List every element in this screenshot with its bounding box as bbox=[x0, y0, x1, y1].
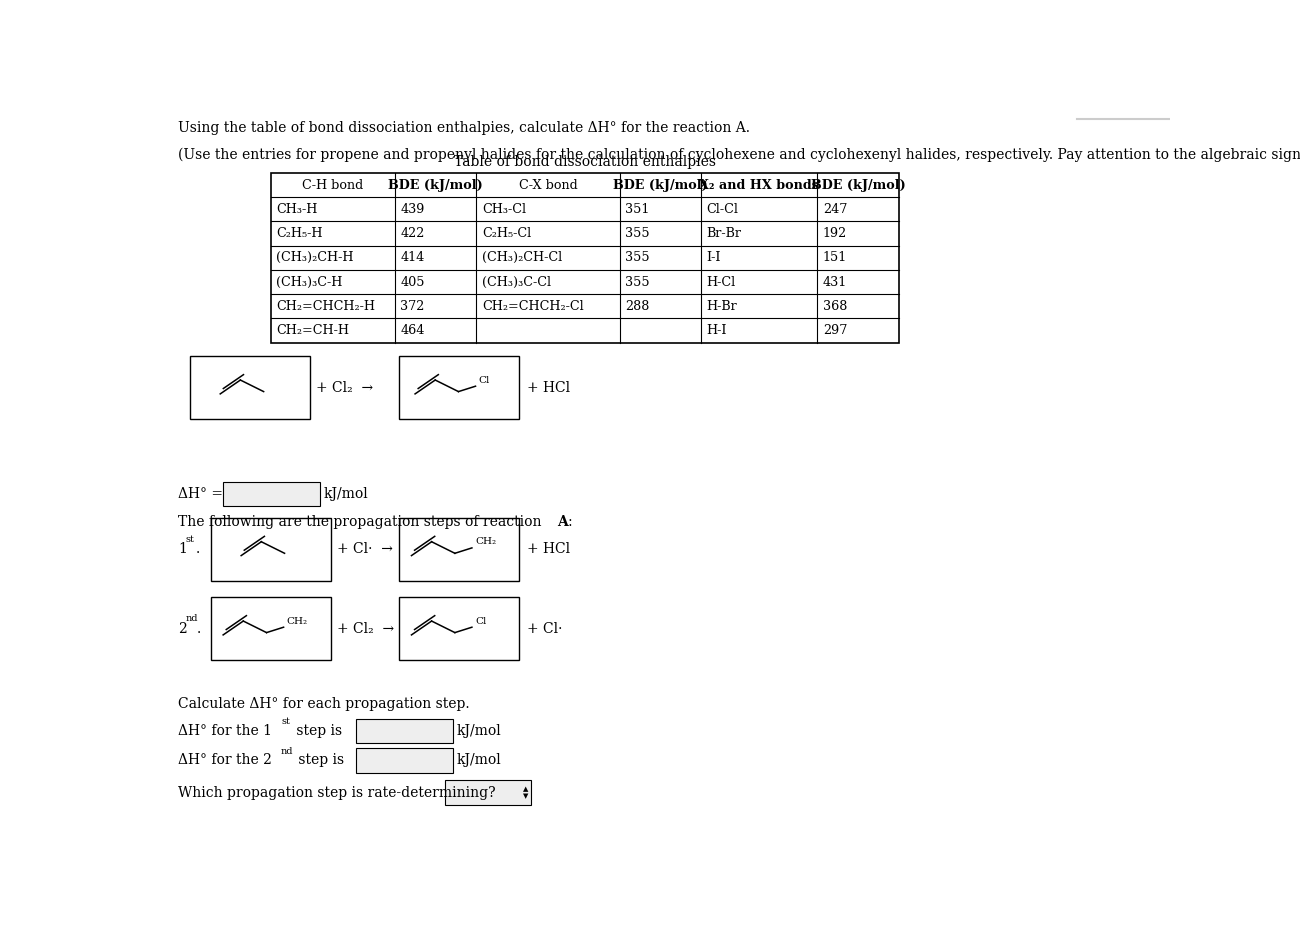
Bar bbox=[211, 517, 330, 581]
Text: H-Cl: H-Cl bbox=[707, 276, 736, 289]
Text: Br-Br: Br-Br bbox=[707, 227, 741, 240]
Text: C-X bond: C-X bond bbox=[519, 178, 577, 191]
Text: (CH₃)₃C-Cl: (CH₃)₃C-Cl bbox=[482, 276, 551, 289]
Text: 297: 297 bbox=[823, 324, 848, 337]
Bar bbox=[270, 173, 898, 343]
Text: CH₂=CHCH₂-H: CH₂=CHCH₂-H bbox=[277, 300, 376, 313]
Text: BDE (kJ/mol): BDE (kJ/mol) bbox=[811, 178, 905, 191]
Text: C₂H₅-Cl: C₂H₅-Cl bbox=[482, 227, 530, 240]
Bar bbox=[211, 597, 330, 660]
Text: (CH₃)₂CH-Cl: (CH₃)₂CH-Cl bbox=[482, 251, 562, 264]
Bar bbox=[399, 356, 519, 419]
Text: + HCl: + HCl bbox=[526, 381, 569, 395]
Text: nd: nd bbox=[281, 746, 294, 756]
Text: step is: step is bbox=[292, 724, 342, 738]
Text: 151: 151 bbox=[823, 251, 848, 264]
Text: X₂ and HX bonds: X₂ and HX bonds bbox=[699, 178, 819, 191]
Text: 439: 439 bbox=[400, 203, 425, 216]
Bar bbox=[356, 719, 454, 743]
Text: 355: 355 bbox=[625, 251, 650, 264]
Text: st: st bbox=[186, 535, 195, 544]
Bar bbox=[190, 356, 309, 419]
Text: 368: 368 bbox=[823, 300, 848, 313]
Text: Cl-Cl: Cl-Cl bbox=[707, 203, 738, 216]
Text: ΔH° for the 1: ΔH° for the 1 bbox=[178, 724, 272, 738]
Bar bbox=[399, 597, 519, 660]
Text: ΔH° =: ΔH° = bbox=[178, 487, 224, 501]
Text: 405: 405 bbox=[400, 276, 425, 289]
Text: kJ/mol: kJ/mol bbox=[458, 724, 502, 738]
Text: Table of bond dissociation enthalpies: Table of bond dissociation enthalpies bbox=[454, 155, 716, 169]
Text: BDE (kJ/mol): BDE (kJ/mol) bbox=[614, 178, 707, 191]
Text: BDE (kJ/mol): BDE (kJ/mol) bbox=[389, 178, 484, 191]
Text: 372: 372 bbox=[400, 300, 425, 313]
Text: + Cl·: + Cl· bbox=[526, 622, 562, 636]
Text: :: : bbox=[568, 515, 572, 529]
Text: CH₂: CH₂ bbox=[474, 537, 497, 546]
Text: .: . bbox=[196, 622, 200, 636]
Text: + HCl: + HCl bbox=[526, 543, 569, 557]
Text: + Cl₂  →: + Cl₂ → bbox=[337, 622, 394, 636]
Text: 1: 1 bbox=[178, 543, 187, 557]
Text: .: . bbox=[196, 543, 200, 557]
Text: 2: 2 bbox=[178, 622, 187, 636]
Text: I-I: I-I bbox=[707, 251, 722, 264]
Text: kJ/mol: kJ/mol bbox=[324, 487, 368, 501]
Text: ΔH° for the 2: ΔH° for the 2 bbox=[178, 754, 272, 768]
Text: CH₃-H: CH₃-H bbox=[277, 203, 317, 216]
Text: Cl: Cl bbox=[474, 616, 486, 626]
Text: CH₂=CH-H: CH₂=CH-H bbox=[277, 324, 350, 337]
Text: Which propagation step is rate-determining?: Which propagation step is rate-determini… bbox=[178, 785, 495, 800]
Text: ▼: ▼ bbox=[523, 794, 528, 800]
Text: kJ/mol: kJ/mol bbox=[458, 754, 502, 768]
Bar bbox=[399, 517, 519, 581]
Text: (Use the entries for propene and propenyl halides for the calculation of cyclohe: (Use the entries for propene and propeny… bbox=[178, 148, 1300, 162]
Text: Using the table of bond dissociation enthalpies, calculate ΔH° for the reaction : Using the table of bond dissociation ent… bbox=[178, 121, 750, 135]
Text: (CH₃)₂CH-H: (CH₃)₂CH-H bbox=[277, 251, 354, 264]
Text: 414: 414 bbox=[400, 251, 425, 264]
Text: The following are the propagation steps of reaction: The following are the propagation steps … bbox=[178, 515, 546, 529]
Text: 431: 431 bbox=[823, 276, 848, 289]
Text: + Cl₂  →: + Cl₂ → bbox=[316, 381, 373, 395]
Text: H-Br: H-Br bbox=[707, 300, 737, 313]
Text: 247: 247 bbox=[823, 203, 848, 216]
Text: 351: 351 bbox=[625, 203, 650, 216]
Text: C-H bond: C-H bond bbox=[303, 178, 364, 191]
Text: 355: 355 bbox=[625, 227, 650, 240]
Text: 464: 464 bbox=[400, 324, 425, 337]
Text: CH₂: CH₂ bbox=[287, 616, 308, 626]
Text: C₂H₅-H: C₂H₅-H bbox=[277, 227, 322, 240]
Bar bbox=[356, 748, 454, 772]
Text: Calculate ΔH° for each propagation step.: Calculate ΔH° for each propagation step. bbox=[178, 697, 469, 711]
Text: 422: 422 bbox=[400, 227, 425, 240]
Text: A: A bbox=[556, 515, 568, 529]
Text: ▲: ▲ bbox=[523, 785, 528, 792]
Text: 288: 288 bbox=[625, 300, 650, 313]
Text: st: st bbox=[281, 717, 290, 727]
Text: 355: 355 bbox=[625, 276, 650, 289]
Text: + Cl·  →: + Cl· → bbox=[337, 543, 393, 557]
Text: 192: 192 bbox=[823, 227, 848, 240]
Text: nd: nd bbox=[186, 615, 198, 623]
Text: step is: step is bbox=[294, 754, 344, 768]
Text: Cl: Cl bbox=[478, 375, 490, 385]
Text: CH₂=CHCH₂-Cl: CH₂=CHCH₂-Cl bbox=[482, 300, 584, 313]
Text: H-I: H-I bbox=[707, 324, 727, 337]
Text: (CH₃)₃C-H: (CH₃)₃C-H bbox=[277, 276, 343, 289]
Bar bbox=[224, 482, 320, 506]
Text: CH₃-Cl: CH₃-Cl bbox=[482, 203, 526, 216]
Bar bbox=[446, 781, 530, 805]
